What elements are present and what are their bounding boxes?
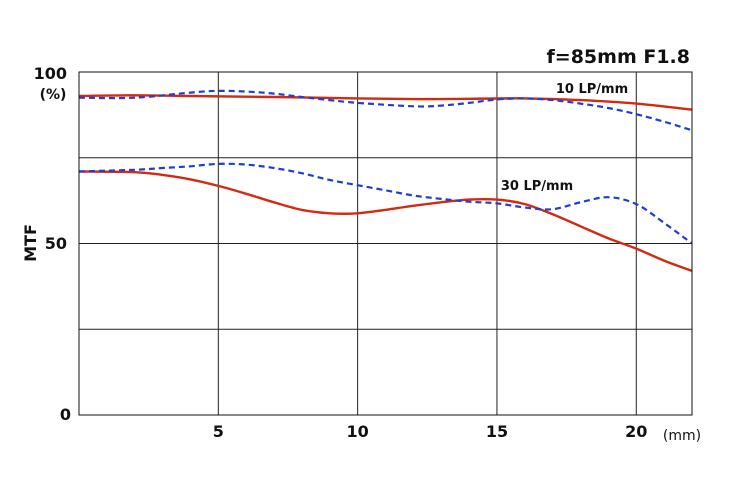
x-tick-label: 5 [213,422,224,441]
series-layer [78,89,693,273]
y-tick-label: 100 [34,64,67,83]
x-tick-label: 10 [347,422,369,441]
tick-layer: 5 10 15 20 0 50 100 [34,64,648,441]
x-tick-label: 20 [625,422,647,441]
annotation-30lp: 30 LP/mm [501,179,573,194]
x-tick-label: 15 [486,422,508,441]
grid-layer [79,72,692,415]
series-line-10lp-solid [78,94,693,111]
annotation-10lp: 10 LP/mm [556,82,628,97]
series-line-30lp-solid [78,170,693,273]
y-axis-label: MTF [21,224,40,262]
chart-title: f=85mm F1.8 [547,46,690,68]
x-axis-unit: (mm) [663,428,701,444]
plot-frame [78,71,693,416]
series-line-30lp-dashed [78,162,693,245]
y-axis-unit: (%) [40,87,67,103]
series-line-10lp-dashed [78,89,693,132]
y-tick-label: 50 [45,234,67,253]
y-tick-label: 0 [60,405,71,424]
